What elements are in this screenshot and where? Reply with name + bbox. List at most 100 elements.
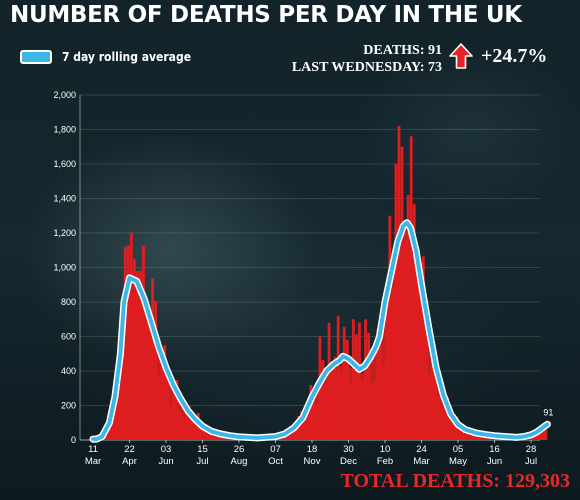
daily-bar [303,415,307,440]
daily-bar [409,136,413,440]
daily-bar [379,329,383,440]
daily-bar [181,417,185,440]
daily-bar [406,195,410,440]
x-tick-day: 05 [453,444,464,455]
daily-bar [333,356,337,440]
daily-bar [431,347,434,440]
daily-bar [351,319,355,440]
daily-bar [443,390,447,440]
x-tick-day: 10 [380,444,391,455]
daily-bar [187,405,191,440]
daily-bar [163,345,167,440]
daily-bar [397,126,401,441]
daily-bar [543,426,547,440]
x-tick-day: 18 [307,444,318,455]
daily-bar [537,431,541,440]
x-tick-day: 22 [124,444,135,455]
daily-bar [470,432,474,440]
x-tick-month: Dec [340,456,357,467]
y-tick-label: 1,600 [53,159,76,169]
daily-bar [418,296,422,440]
daily-bar [123,246,127,440]
daily-bar [391,288,395,440]
daily-bar [114,406,118,440]
x-tick-day: 07 [270,444,281,455]
daily-bar [424,319,428,440]
daily-bar [145,314,148,440]
daily-bar [315,403,319,440]
daily-bar [388,215,392,440]
y-tick-label: 1,000 [53,263,76,273]
legend-swatch [20,50,52,64]
daily-bar [117,355,121,440]
daily-bar [339,372,343,440]
x-tick-month: Aug [231,456,248,467]
daily-bar [184,402,188,440]
daily-bar [136,270,139,440]
total-deaths: TOTAL DEATHS: 129,303 [340,470,571,492]
daily-bar [400,146,404,440]
up-arrow-icon [449,43,473,69]
daily-bar [473,434,477,440]
x-tick-month: Jun [487,456,502,467]
daily-bar [342,326,346,440]
y-tick-label: 200 [61,401,76,411]
stats-block: DEATHS: 91 LAST WEDNESDAY: 73 [292,42,442,76]
daily-bar [312,390,316,440]
daily-bar [437,396,440,440]
x-tick-month: Oct [268,456,283,467]
daily-bar [160,366,164,440]
x-tick-month: Apr [122,456,137,467]
daily-bar [190,420,194,440]
x-tick-day: 03 [161,444,172,455]
daily-bar [202,430,206,440]
daily-bar [434,357,437,440]
daily-bar [415,267,419,440]
y-axis-labels: 0 200 400 600 800 1,000 1,200 1,400 1,600 1,800 2,… [53,90,76,445]
daily-bars [93,126,548,441]
daily-bar [373,379,377,440]
y-tick-label: 1,800 [53,125,76,135]
daily-bar [111,411,115,440]
chart-title: NUMBER OF DEATHS PER DAY IN THE UK [10,2,522,28]
x-tick-day: 11 [88,444,98,455]
daily-bar [358,322,361,440]
x-tick-month: Jul [196,456,208,467]
y-tick-label: 0 [71,435,76,445]
daily-bar [142,245,145,440]
legend: 7 day rolling average [20,50,191,64]
x-tick-month: Feb [377,456,393,467]
x-tick-day: 26 [234,444,245,455]
rolling-average-path [91,220,550,442]
daily-bar [291,430,294,440]
daily-bar [148,325,151,440]
daily-bar [309,385,313,440]
x-tick-month: Jul [525,456,537,467]
rolling-average-line [89,219,551,443]
daily-bar [449,417,453,440]
x-tick-day: 24 [416,444,427,455]
daily-bar [178,411,182,440]
daily-bar [321,359,325,440]
daily-bar [428,373,431,440]
daily-bar [120,331,124,440]
daily-bar [370,383,374,440]
daily-bar [455,416,459,440]
x-tick-day: 15 [197,444,208,455]
y-tick-label: 2,000 [53,90,76,100]
daily-bar [300,411,304,440]
daily-bar [440,407,443,440]
x-tick-month: Jun [158,456,173,467]
daily-bar [129,232,133,440]
daily-bar [151,278,155,440]
daily-bar [294,428,297,440]
end-value-label: 91 [543,407,553,417]
y-tick-label: 1,400 [53,194,76,204]
x-tick-day: 28 [526,444,537,455]
daily-bar [458,423,462,440]
daily-bar [355,334,358,440]
daily-bar [154,300,158,440]
daily-bar [132,258,136,440]
